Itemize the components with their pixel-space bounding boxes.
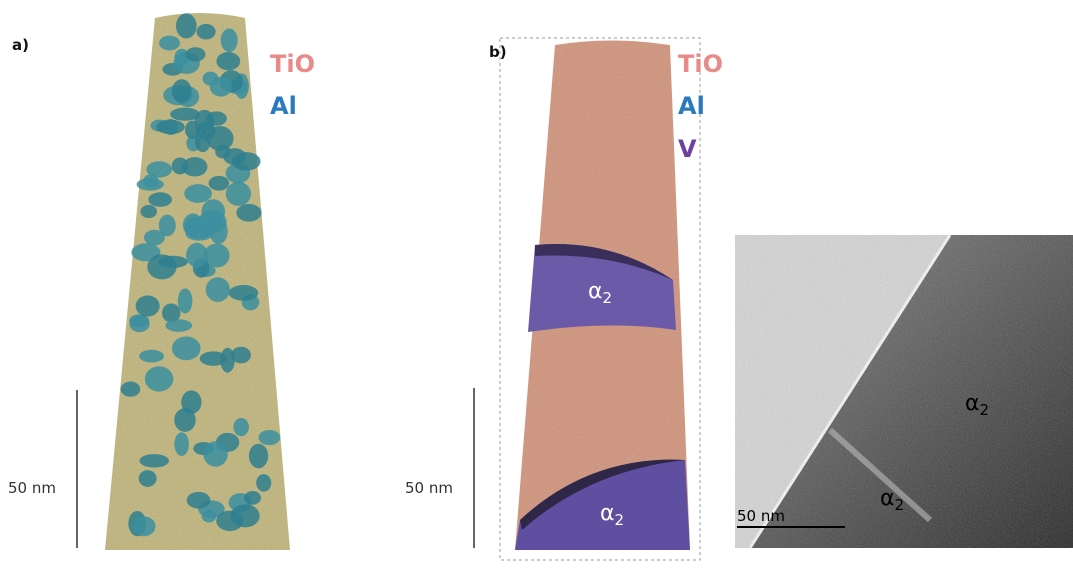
al-cluster [185, 121, 200, 139]
phase-symbol: α [600, 501, 615, 526]
phase-subscript: 2 [603, 289, 613, 307]
al-cluster [133, 516, 155, 536]
al-cluster [202, 510, 217, 523]
phase-subscript: 2 [980, 401, 990, 419]
al-cluster [244, 491, 261, 505]
al-cluster [197, 24, 216, 39]
al-cluster [170, 108, 200, 121]
phase-subscript: 2 [895, 496, 905, 514]
al-cluster [147, 254, 176, 279]
al-cluster [172, 79, 192, 103]
al-cluster [187, 492, 211, 509]
al-cluster [184, 216, 213, 238]
al-cluster [258, 430, 280, 445]
al-cluster [174, 432, 189, 456]
legend-entry: TiO [678, 50, 723, 78]
al-cluster [249, 444, 268, 469]
al-cluster [140, 205, 157, 218]
scale-bar-label: 50 nm [405, 479, 453, 497]
al-cluster [216, 511, 243, 531]
al-cluster [231, 347, 251, 364]
panel-label: b) [489, 43, 507, 61]
al-cluster [184, 184, 212, 203]
al-cluster [226, 182, 251, 206]
figure: a) TiO Al 50 nm b) α2 α2 TiO Al V 50 nm … [0, 0, 1073, 573]
al-cluster [165, 319, 192, 332]
al-cluster [206, 277, 230, 302]
legend-entry: TiO [270, 50, 315, 78]
legend-entry: Al [270, 92, 297, 120]
al-cluster [209, 176, 230, 191]
al-cluster [186, 47, 206, 61]
al-cluster [174, 408, 195, 432]
al-cluster [136, 295, 160, 316]
al-cluster [216, 52, 240, 70]
al-cluster [203, 441, 227, 467]
al-cluster [139, 350, 164, 363]
al-cluster [236, 204, 261, 222]
al-cluster [221, 28, 238, 52]
al-cluster [129, 316, 149, 333]
al-cluster [144, 230, 165, 246]
al-cluster [143, 174, 159, 187]
al-cluster [210, 77, 232, 97]
al-cluster [172, 337, 201, 361]
scale-bar-label: 50 nm [8, 479, 56, 497]
al-cluster [139, 454, 169, 467]
panel-label: a) [12, 36, 29, 54]
legend-entry: V [678, 135, 697, 163]
al-cluster [229, 285, 259, 301]
phase-symbol: α [965, 391, 980, 416]
phase-symbol: α [880, 486, 895, 511]
al-cluster [256, 474, 271, 492]
al-cluster [178, 288, 193, 313]
al-cluster [233, 418, 249, 436]
al-cluster [145, 366, 174, 391]
scale-bar-label: 50 nm [737, 507, 785, 525]
al-cluster [121, 382, 141, 397]
phase-symbol: α [588, 279, 603, 304]
al-cluster [182, 157, 207, 176]
phase-subscript: 2 [615, 511, 625, 529]
al-cluster [139, 470, 157, 487]
al-cluster [176, 13, 197, 38]
al-cluster [159, 36, 180, 51]
al-cluster [156, 120, 184, 135]
al-cluster [223, 148, 246, 165]
al-cluster [186, 243, 208, 268]
al-cluster [148, 192, 172, 207]
legend-entry: Al [678, 92, 705, 120]
